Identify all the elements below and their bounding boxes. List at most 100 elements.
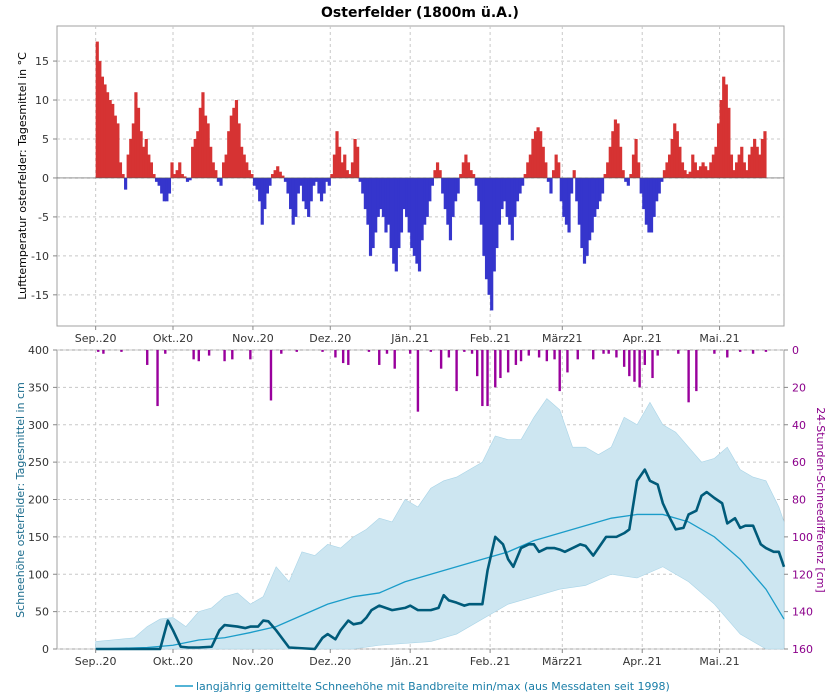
snow-diff-bar bbox=[643, 350, 646, 365]
snow-diff-bar bbox=[367, 350, 371, 352]
snow-diff-bar bbox=[638, 350, 641, 388]
temperature-bar bbox=[147, 154, 151, 178]
temperature-bar bbox=[299, 177, 303, 186]
temperature-bar bbox=[528, 154, 532, 178]
snow-y-tick-label-left: 350 bbox=[28, 381, 49, 394]
temperature-bar bbox=[307, 177, 311, 217]
snow-diff-bar bbox=[156, 350, 159, 407]
temperature-bar bbox=[541, 146, 545, 178]
temperature-bar bbox=[240, 146, 244, 178]
temperature-bar bbox=[652, 177, 656, 217]
temperature-bar bbox=[719, 100, 723, 178]
snow-diff-bar bbox=[651, 350, 654, 379]
temperature-bar bbox=[250, 174, 254, 178]
temperature-bar bbox=[459, 174, 463, 178]
temperature-bar bbox=[608, 146, 612, 178]
temperature-bar bbox=[665, 162, 669, 178]
snow-y-tick-label-right: 100 bbox=[792, 531, 813, 544]
snow-diff-bar bbox=[439, 350, 443, 369]
snow-minmax-band bbox=[95, 398, 785, 650]
temperature-bar bbox=[549, 177, 553, 194]
temperature-bar bbox=[188, 177, 192, 181]
temperature-bar bbox=[472, 174, 476, 178]
snow-y-tick-label-right: 140 bbox=[792, 606, 813, 619]
snow-diff-bar bbox=[197, 350, 200, 362]
temperature-bar bbox=[557, 162, 561, 178]
snow-x-tick-label: Mai..21 bbox=[699, 655, 739, 668]
temperature-bar bbox=[399, 177, 404, 233]
snow-diff-bar bbox=[751, 350, 755, 354]
snow-diff-bar bbox=[726, 350, 729, 358]
temperature-bar bbox=[539, 131, 543, 178]
temperature-bar bbox=[423, 177, 427, 225]
temperature-bar bbox=[575, 177, 579, 202]
temperature-bar bbox=[242, 154, 246, 178]
snow-diff-bar bbox=[713, 350, 716, 354]
snow-x-tick-label: Sep..20 bbox=[75, 655, 117, 668]
snow-x-ticks: Sep..20 Okt..20 Nov..20 Dez..20 Jän..21 Feb..… bbox=[75, 649, 740, 668]
snow-diff-bar bbox=[280, 350, 283, 354]
temperature-x-tick-label: Nov..20 bbox=[232, 332, 274, 345]
temperature-bar bbox=[701, 162, 705, 178]
temperature-bar bbox=[149, 162, 153, 178]
temperature-bar bbox=[760, 138, 764, 178]
temperature-y-label: Lufttemperatur osterfelder: Tagesmittel … bbox=[16, 52, 29, 300]
temperature-bar bbox=[294, 177, 298, 217]
temperature-bar bbox=[750, 146, 754, 178]
snow-diff-bar bbox=[537, 350, 541, 358]
legend-label: langjährig gemittelte Schneehöhe mit Ban… bbox=[196, 680, 670, 693]
snow-grid bbox=[57, 349, 784, 650]
temperature-bar bbox=[358, 177, 362, 182]
temperature-bar bbox=[415, 177, 419, 264]
temperature-bar bbox=[747, 154, 752, 178]
temperature-bar bbox=[361, 177, 365, 194]
snow-x-tick-label: März21 bbox=[542, 655, 583, 668]
temperature-bar bbox=[490, 177, 494, 311]
temperature-bar bbox=[144, 138, 148, 178]
snow-diff-bar bbox=[592, 350, 595, 360]
temperature-bar bbox=[314, 177, 318, 182]
temperature-bar bbox=[582, 177, 587, 264]
temperature-bar bbox=[237, 123, 241, 178]
snow-diff-bar bbox=[120, 350, 123, 352]
temperature-bar bbox=[317, 177, 321, 194]
snow-diff-bar bbox=[607, 350, 610, 354]
temperature-bar bbox=[474, 177, 478, 186]
temperature-bar bbox=[495, 177, 499, 249]
snow-diff-bar bbox=[566, 350, 569, 373]
temperature-bar bbox=[368, 177, 373, 256]
snow-diff-bar bbox=[249, 350, 252, 360]
temperature-bar bbox=[758, 154, 762, 178]
temperature-bar bbox=[105, 92, 110, 178]
temperature-bar bbox=[252, 177, 257, 186]
temperature-bar bbox=[134, 92, 138, 178]
temperature-bar bbox=[185, 177, 190, 182]
temperature-bar bbox=[227, 131, 231, 178]
temperature-bar bbox=[606, 162, 610, 178]
snow-diff-bar bbox=[738, 350, 742, 352]
temperature-bar bbox=[126, 154, 130, 178]
temperature-bar bbox=[407, 177, 411, 233]
temperature-bar bbox=[570, 177, 574, 194]
temperature-bar bbox=[688, 171, 692, 178]
snow-diff-bar bbox=[334, 350, 337, 358]
temperature-bar bbox=[691, 154, 695, 178]
snow-diff-bar bbox=[207, 350, 211, 356]
temperature-bar bbox=[735, 162, 739, 178]
temperature-bar bbox=[412, 177, 416, 256]
snow-diff-bar bbox=[553, 350, 556, 360]
temperature-bar bbox=[402, 177, 406, 210]
temperature-bar bbox=[139, 131, 143, 178]
temperature-bar bbox=[518, 177, 522, 194]
temperature-bar bbox=[340, 162, 344, 178]
temperature-bar bbox=[322, 177, 326, 194]
snow-diff-bar bbox=[677, 350, 680, 354]
temperature-bar bbox=[745, 170, 749, 178]
temperature-bar bbox=[180, 174, 184, 178]
snow-diff-bar bbox=[97, 350, 100, 352]
temperature-bar bbox=[136, 107, 141, 178]
temperature-bar bbox=[327, 177, 331, 186]
temperature-bar bbox=[554, 154, 558, 178]
temperature-bar bbox=[502, 177, 507, 202]
snow-x-tick-label: Okt..20 bbox=[153, 655, 193, 668]
